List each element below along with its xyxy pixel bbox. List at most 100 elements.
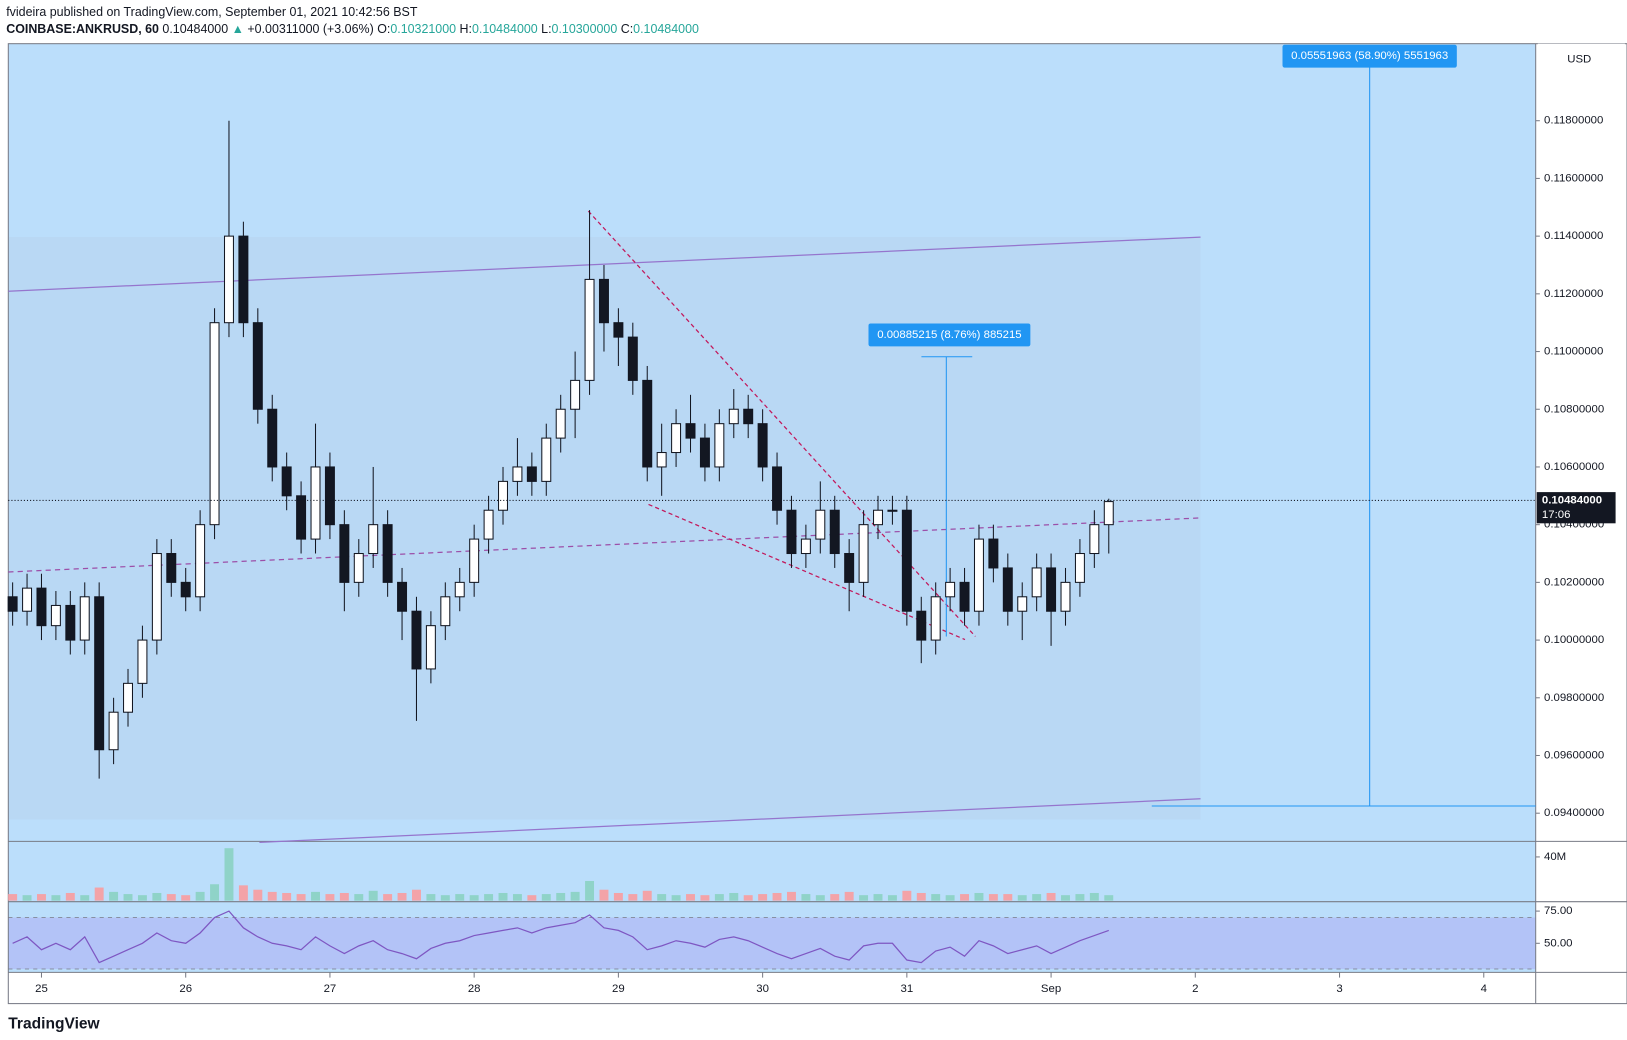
volume-bar [1089, 892, 1099, 901]
candle-body [411, 610, 422, 670]
candle-body [570, 379, 581, 410]
x-tick-label: 2 [1192, 983, 1198, 995]
volume-bar [1061, 895, 1070, 901]
y-tick-label: 0.10600000 [1544, 461, 1604, 473]
frame [7, 43, 1627, 1005]
volume-bar [1032, 894, 1042, 901]
candle-body [483, 509, 494, 540]
candle-body [425, 625, 436, 670]
h-value: 0.10484000 [472, 22, 538, 36]
candle-body [79, 596, 90, 641]
volume-bar [282, 892, 292, 901]
candle-body [829, 509, 840, 555]
x-tick-label: 27 [324, 983, 337, 995]
volume-bar [368, 890, 378, 901]
volume-bar [657, 894, 667, 901]
brand: TradingView [8, 1015, 100, 1032]
candle-body [642, 379, 653, 468]
candle-body [324, 466, 335, 526]
volume-bar [37, 894, 46, 901]
last-price-badge [1536, 492, 1616, 524]
volume-bar [455, 894, 465, 901]
candle-body [728, 408, 739, 425]
candle-body [584, 278, 595, 381]
c-value: 0.10484000 [633, 22, 699, 36]
wedge-upper [587, 210, 976, 637]
volume-bar [339, 892, 349, 901]
volume-bar [714, 894, 724, 901]
candle-body [757, 423, 768, 468]
candle-body [772, 466, 783, 511]
candle-body [945, 581, 956, 598]
volume-bar [772, 892, 782, 901]
candle-body [1017, 596, 1028, 612]
volume-bar [700, 895, 710, 901]
volume-bar [642, 890, 652, 901]
candle-body [137, 639, 148, 684]
candle-body [555, 408, 566, 439]
volume-bar [758, 894, 768, 901]
x-tick-label: 3 [1336, 983, 1342, 995]
candle-body [973, 538, 984, 612]
candle-body [1074, 552, 1085, 583]
candle-body [512, 466, 523, 482]
volume-bar [844, 891, 854, 901]
candle-body [339, 524, 350, 583]
candle-body [526, 466, 537, 482]
volume-bar [541, 894, 551, 901]
volume-bar [974, 892, 984, 901]
currency: USD [1567, 53, 1591, 65]
candle-body [454, 581, 465, 598]
volume-bar [411, 889, 421, 901]
last: 0.10484000 [162, 22, 228, 36]
volume-bar [51, 895, 61, 901]
volume-bar [988, 894, 998, 901]
channel-mid [8, 517, 1201, 573]
candle-body [151, 552, 162, 641]
candle-body [238, 235, 249, 324]
candle-body [296, 495, 307, 540]
candle-body [541, 437, 552, 482]
rsi-band [8, 917, 1536, 970]
candle-body [656, 452, 667, 468]
candle-body [988, 538, 999, 569]
last-price-label: 0.10484000 [1542, 494, 1602, 506]
volume-bar [859, 895, 869, 901]
symbol-legend: COINBASE:ANKRUSD, 60 0.10484000 ▲ +0.003… [6, 22, 699, 36]
change: +0.00311000 (+3.06%) [247, 22, 373, 36]
candle-body [901, 509, 912, 612]
volume-bar [224, 848, 234, 901]
volume-bar [887, 895, 897, 901]
volume-bar [801, 894, 811, 901]
volume-bar [296, 894, 306, 901]
candle-body [699, 437, 710, 468]
x-tick-label: 31 [901, 983, 914, 995]
candle-body [1031, 567, 1042, 598]
y-tick-label: 0.11800000 [1544, 115, 1603, 127]
volume-bar [527, 895, 537, 901]
countdown: 17:06 [1542, 509, 1571, 521]
volume-bar [916, 892, 926, 901]
y-tick-label: 0.10200000 [1544, 576, 1604, 588]
volume-bar [1017, 895, 1027, 901]
volume-bar [383, 894, 393, 901]
volume-bar [786, 891, 796, 901]
volume-bar [109, 891, 119, 901]
rsi-tick-label: 75.00 [1544, 905, 1573, 917]
candle-body [1046, 567, 1057, 612]
volume-bar [931, 894, 941, 901]
publish-line: fvideira published on TradingView.com, S… [6, 5, 418, 19]
volume-bar [152, 892, 162, 901]
volume-bar [830, 894, 840, 901]
volume-bar [960, 894, 970, 901]
symbol: COINBASE:ANKRUSD, 60 [6, 22, 159, 36]
x-tick-label: 26 [179, 983, 192, 995]
candle-body [858, 524, 869, 583]
candle-body [887, 509, 898, 512]
volume-bar [743, 895, 753, 901]
x-tick-label: 28 [468, 983, 481, 995]
candle-body [1089, 524, 1100, 555]
wedge-lower [648, 503, 966, 641]
